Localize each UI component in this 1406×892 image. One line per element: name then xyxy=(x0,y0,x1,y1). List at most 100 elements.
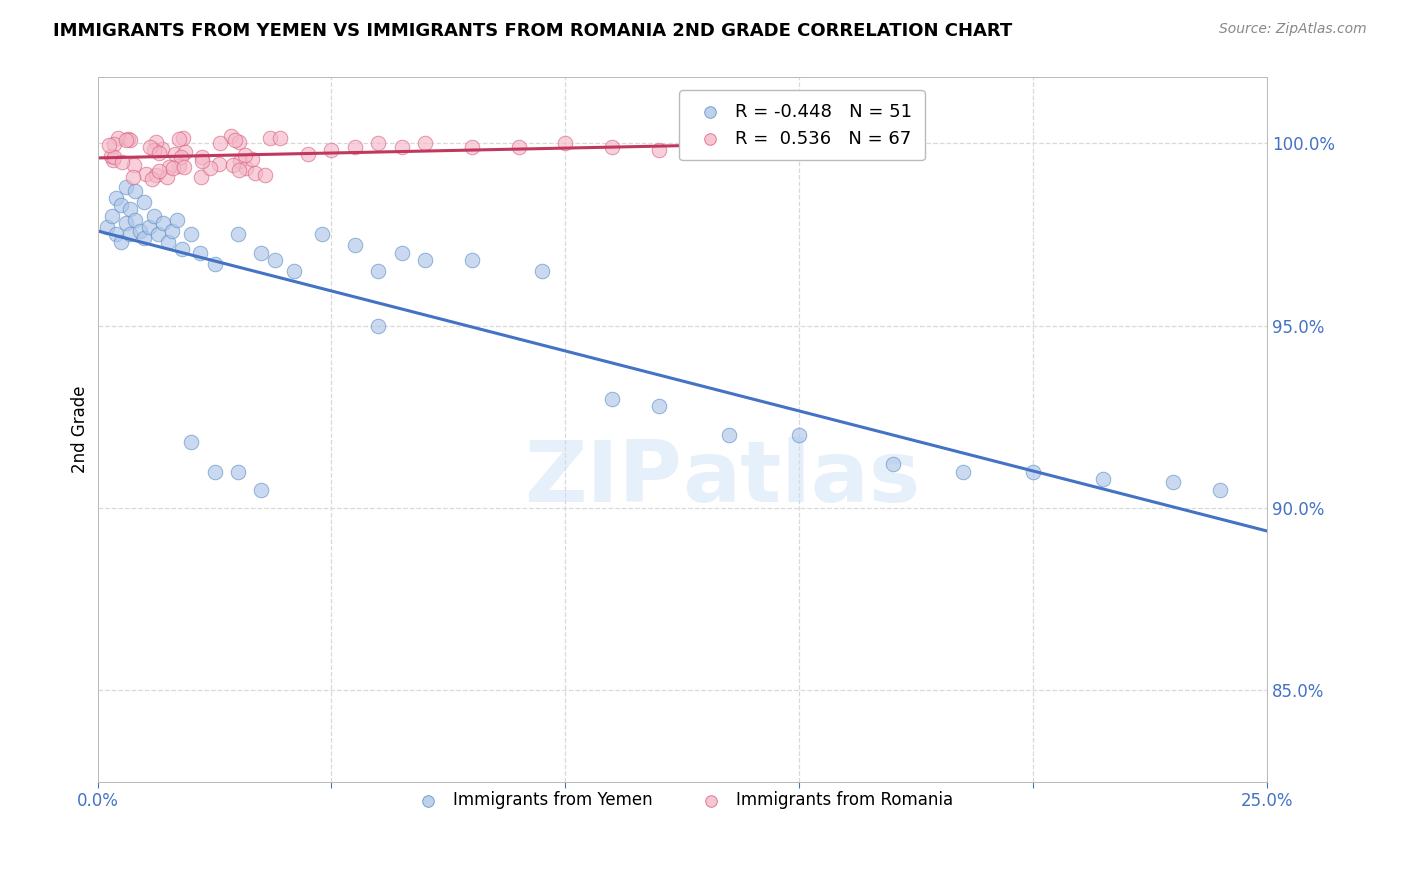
Point xyxy=(198,161,221,176)
Point xyxy=(139,140,162,154)
Point xyxy=(169,159,191,173)
Point xyxy=(100,209,122,223)
Point xyxy=(250,245,273,260)
Point xyxy=(124,184,146,198)
Point xyxy=(1209,483,1232,497)
Point xyxy=(141,172,163,186)
Point xyxy=(228,163,250,178)
Point xyxy=(530,264,553,278)
Point xyxy=(101,153,124,167)
Point xyxy=(741,140,763,154)
Point xyxy=(165,146,187,161)
Point xyxy=(114,216,136,230)
Text: Source: ZipAtlas.com: Source: ZipAtlas.com xyxy=(1219,22,1367,37)
Point xyxy=(297,147,319,161)
Point xyxy=(120,227,142,242)
Point xyxy=(166,212,188,227)
Point xyxy=(1163,475,1185,490)
Point xyxy=(148,146,170,161)
Text: atlas: atlas xyxy=(682,437,921,520)
Point xyxy=(648,399,671,413)
Point xyxy=(110,198,132,212)
Point xyxy=(229,153,252,168)
Point xyxy=(135,167,157,181)
Point xyxy=(180,435,202,450)
Legend: Immigrants from Yemen, Immigrants from Romania: Immigrants from Yemen, Immigrants from R… xyxy=(405,784,960,815)
Point xyxy=(413,136,436,150)
Point xyxy=(162,224,184,238)
Point xyxy=(219,128,242,143)
Point xyxy=(124,158,146,172)
Point xyxy=(554,136,576,150)
Point xyxy=(787,428,810,442)
Point xyxy=(118,133,141,147)
Point xyxy=(343,140,366,154)
Point xyxy=(152,216,174,230)
Point xyxy=(114,180,136,194)
Point xyxy=(162,161,184,176)
Point xyxy=(695,136,717,150)
Point xyxy=(115,133,138,147)
Point xyxy=(96,220,118,235)
Point xyxy=(882,457,904,471)
Point xyxy=(391,245,413,260)
Point xyxy=(283,264,305,278)
Point xyxy=(148,227,170,242)
Point xyxy=(787,136,810,150)
Point xyxy=(170,242,193,256)
Point xyxy=(190,170,212,185)
Point xyxy=(138,220,160,235)
Point xyxy=(321,144,343,158)
Text: ZIP: ZIP xyxy=(524,437,682,520)
Point xyxy=(208,136,231,151)
Point xyxy=(367,318,389,333)
Point xyxy=(1092,472,1115,486)
Point xyxy=(156,235,179,249)
Point xyxy=(952,465,974,479)
Point xyxy=(226,227,249,242)
Point xyxy=(250,483,273,497)
Point xyxy=(120,202,142,216)
Point xyxy=(145,135,167,149)
Point xyxy=(858,136,880,150)
Text: IMMIGRANTS FROM YEMEN VS IMMIGRANTS FROM ROMANIA 2ND GRADE CORRELATION CHART: IMMIGRANTS FROM YEMEN VS IMMIGRANTS FROM… xyxy=(53,22,1012,40)
Point xyxy=(269,131,291,145)
Point xyxy=(173,145,195,159)
Point xyxy=(190,245,212,260)
Point xyxy=(145,168,167,182)
Point xyxy=(111,154,134,169)
Point xyxy=(600,140,623,154)
Point xyxy=(103,136,125,151)
Point xyxy=(367,136,389,150)
Point xyxy=(765,136,787,150)
Point xyxy=(191,154,214,169)
Point xyxy=(204,256,226,270)
Point xyxy=(224,133,246,147)
Point xyxy=(105,227,128,242)
Point xyxy=(156,170,179,185)
Point xyxy=(600,392,623,406)
Point xyxy=(413,252,436,267)
Point xyxy=(1022,465,1045,479)
Point xyxy=(508,140,530,154)
Y-axis label: 2nd Grade: 2nd Grade xyxy=(72,386,89,474)
Point xyxy=(811,140,834,154)
Point xyxy=(226,465,249,479)
Point xyxy=(717,428,740,442)
Point xyxy=(134,231,156,245)
Point xyxy=(148,163,170,178)
Point xyxy=(264,252,287,267)
Point xyxy=(117,132,139,146)
Point xyxy=(222,158,245,172)
Point xyxy=(157,161,180,175)
Point xyxy=(243,166,266,180)
Point xyxy=(204,465,226,479)
Point xyxy=(461,140,484,154)
Point xyxy=(100,149,122,163)
Point xyxy=(190,150,212,164)
Point xyxy=(97,138,120,153)
Point xyxy=(142,143,165,157)
Point xyxy=(172,131,194,145)
Point xyxy=(240,152,263,166)
Point xyxy=(107,131,129,145)
